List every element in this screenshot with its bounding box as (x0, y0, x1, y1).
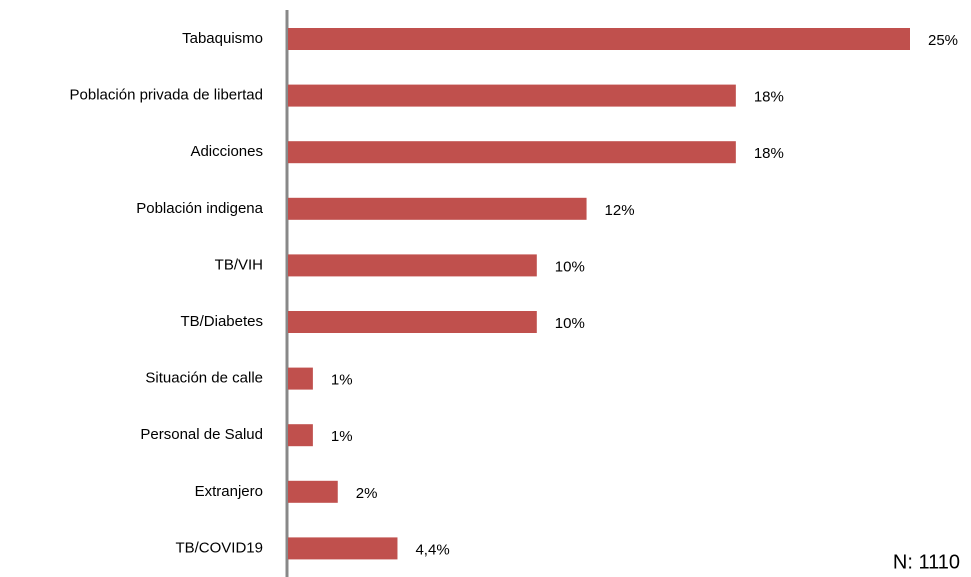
value-label: 18% (754, 145, 784, 162)
bar (288, 141, 736, 164)
bar (288, 84, 736, 107)
annotation: N: 1110 (893, 551, 960, 573)
bar (288, 367, 313, 390)
bar (288, 480, 338, 503)
category-label: Personal de Salud (140, 426, 263, 443)
value-label: 25% (928, 32, 958, 49)
bar (288, 28, 910, 50)
value-label: 1% (331, 428, 353, 445)
category-label: Extranjero (195, 483, 263, 500)
value-label: 12% (605, 202, 635, 219)
bar (288, 311, 537, 333)
value-label: 18% (754, 89, 784, 106)
bar (288, 197, 587, 220)
category-label: TB/COVID19 (175, 539, 263, 556)
category-label: Tabaquismo (182, 30, 263, 47)
value-label: 10% (555, 315, 585, 332)
category-label: Población privada de libertad (70, 87, 263, 104)
category-label: Adicciones (190, 143, 263, 160)
value-label: 4,4% (415, 541, 449, 558)
value-label: 2% (356, 485, 378, 502)
bar (288, 424, 313, 447)
value-label: 1% (331, 372, 353, 389)
category-label: TB/Diabetes (180, 313, 263, 330)
category-label: Población indigena (136, 200, 263, 217)
value-label: 10% (555, 258, 585, 275)
bar (288, 537, 398, 560)
category-label: Situación de calle (145, 370, 263, 387)
bar (288, 254, 537, 277)
category-label: TB/VIH (215, 256, 263, 273)
